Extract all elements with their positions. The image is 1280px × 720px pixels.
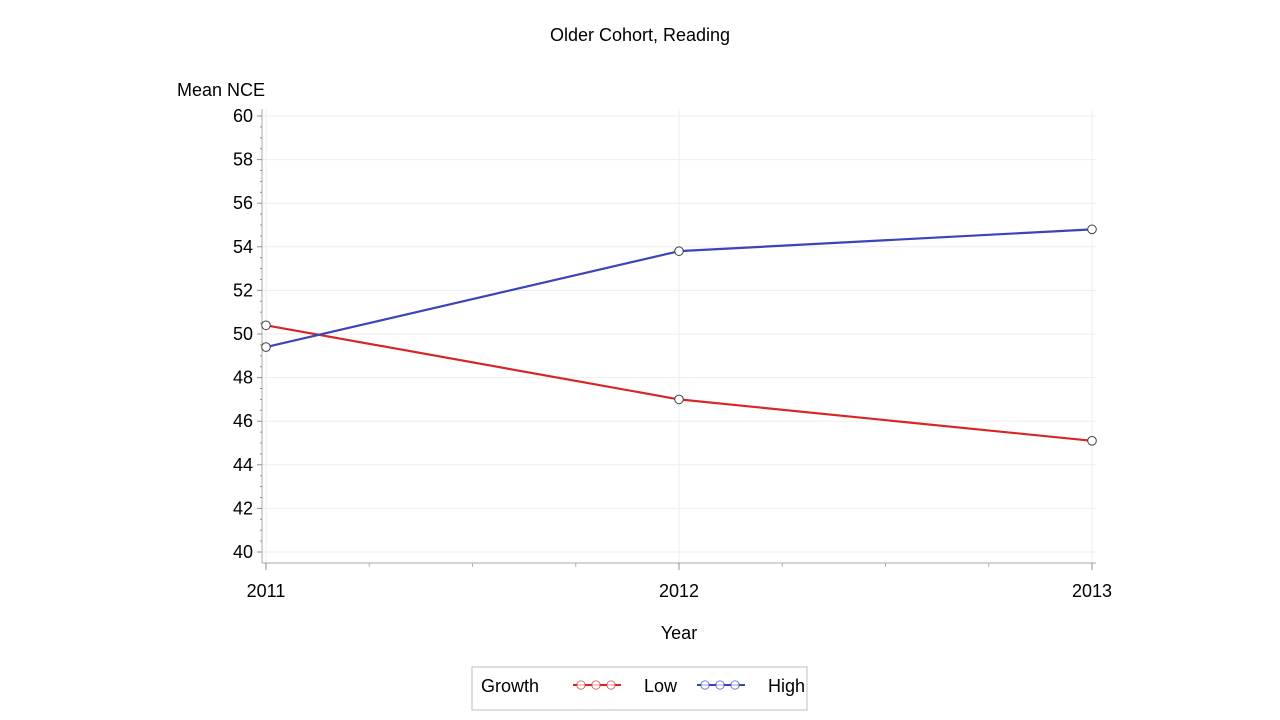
y-tick-label: 40 xyxy=(233,542,253,562)
legend-marker-high xyxy=(730,680,740,690)
y-tick-label: 54 xyxy=(233,237,253,257)
legend-label-low: Low xyxy=(644,676,678,696)
y-tick-label: 42 xyxy=(233,498,253,518)
data-point-low xyxy=(674,394,684,405)
y-tick-label: 44 xyxy=(233,455,253,475)
data-point-high xyxy=(674,246,684,256)
data-point-high xyxy=(1087,224,1097,235)
y-axis-label: Mean NCE xyxy=(177,80,265,100)
data-point-high xyxy=(261,342,271,352)
legend-marker-low xyxy=(606,680,616,690)
legend-marker-high xyxy=(715,680,725,690)
legend-items: Low High xyxy=(573,676,805,696)
data-point-low xyxy=(1087,436,1097,446)
y-tick-label: 46 xyxy=(233,411,253,431)
x-tick-label: 2011 xyxy=(247,581,286,601)
plot-area xyxy=(262,109,1096,563)
series-layer xyxy=(261,224,1097,446)
y-tick-label: 52 xyxy=(233,280,253,300)
legend-title: Growth xyxy=(481,676,539,696)
legend-marker-low xyxy=(576,680,586,690)
y-tick-label: 60 xyxy=(233,106,253,126)
y-tick-label: 56 xyxy=(233,193,253,213)
x-tick-label: 2013 xyxy=(1072,581,1112,601)
y-tick-label: 48 xyxy=(233,368,253,388)
legend-box xyxy=(471,666,808,711)
x-axis-label: Year xyxy=(661,623,697,643)
y-tick-label: 50 xyxy=(233,324,253,344)
axes: 40 42 44 46 48 50 52 54 56 58 60 2011 2012 2013 xyxy=(233,106,1112,601)
legend-marker-high xyxy=(700,680,710,690)
legend-marker-low xyxy=(591,680,601,690)
x-tick-label: 2012 xyxy=(659,581,699,601)
legend-label-high: High xyxy=(768,676,805,696)
y-tick-label: 58 xyxy=(233,150,253,170)
legend: Growth Low High xyxy=(471,666,808,711)
data-point-low xyxy=(261,320,271,331)
chart-title: Older Cohort, Reading xyxy=(550,25,730,45)
